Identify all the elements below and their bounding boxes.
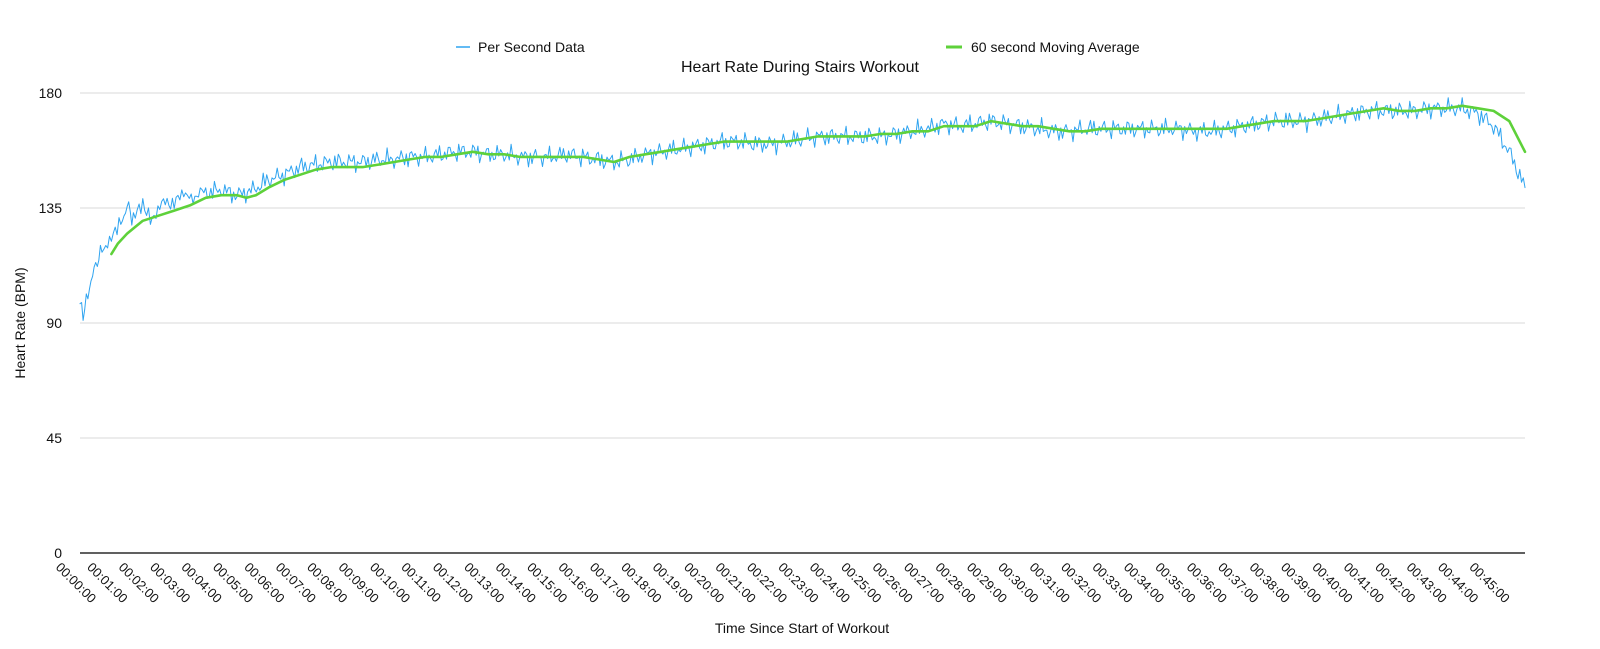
- y-tick-label: 135: [39, 200, 63, 216]
- legend-label-per-second: Per Second Data: [478, 39, 585, 55]
- y-tick-label: 180: [39, 85, 63, 101]
- x-tick-labels: 00:00:0000:01:0000:02:0000:03:0000:04:00…: [53, 560, 1513, 606]
- series-line-moving-average: [110, 104, 1527, 256]
- x-axis-label: Time Since Start of Workout: [715, 620, 889, 636]
- series-lines: [79, 97, 1527, 321]
- y-tick-label: 90: [46, 315, 62, 331]
- series-line-per-second: [79, 97, 1526, 321]
- legend-label-moving-average: 60 second Moving Average: [971, 39, 1140, 55]
- y-tick-label: 0: [54, 545, 62, 561]
- chart-title: Heart Rate During Stairs Workout: [681, 59, 920, 76]
- y-tick-label: 45: [46, 430, 62, 446]
- y-tick-labels: 0 45 90 135 180: [39, 85, 63, 561]
- legend: Per Second Data 60 second Moving Average: [456, 39, 1140, 55]
- gridlines: [80, 92, 1525, 439]
- y-axis-label: Heart Rate (BPM): [12, 267, 28, 378]
